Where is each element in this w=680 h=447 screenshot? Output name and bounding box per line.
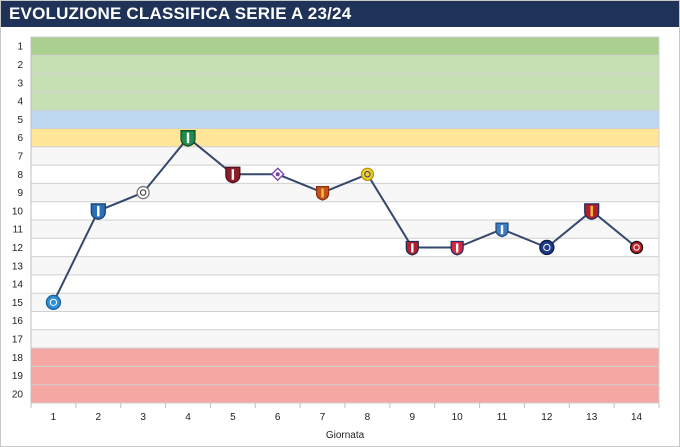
row-stripe — [31, 146, 659, 166]
row-stripe — [31, 256, 659, 275]
x-tick-label: 9 — [410, 412, 416, 423]
napoli-logo — [45, 294, 62, 311]
y-tick-label: 20 — [12, 389, 24, 400]
y-tick-label: 2 — [17, 60, 23, 71]
zone-band — [31, 128, 659, 147]
team-markers — [45, 130, 644, 311]
x-tick-label: 13 — [586, 412, 598, 423]
y-tick-label: 9 — [17, 188, 23, 199]
y-tick-label: 8 — [17, 170, 23, 181]
x-tick-label: 12 — [541, 412, 553, 423]
frosinone-logo — [360, 167, 375, 181]
y-tick-label: 17 — [12, 334, 24, 345]
x-tick-label: 5 — [230, 412, 236, 423]
x-tick-label: 10 — [452, 412, 464, 423]
grid-lines — [30, 36, 660, 408]
y-tick-label: 6 — [17, 133, 23, 144]
atalanta-logo — [90, 203, 106, 220]
roma-logo — [315, 185, 330, 201]
x-tick-label: 8 — [365, 412, 371, 423]
x-tick-label: 2 — [96, 412, 102, 423]
x-tick-label: 1 — [51, 412, 57, 423]
x-tick-labels: 1 2 3 4 5 6 7 8 9 10 11 12 13 14 — [51, 412, 643, 423]
row-stripe — [31, 293, 659, 312]
y-tick-label: 1 — [17, 42, 23, 53]
udinese-logo — [136, 185, 150, 200]
cagliari-logo — [450, 240, 464, 256]
zone-band — [31, 110, 659, 129]
genoa-logo — [584, 203, 600, 220]
y-tick-label: 10 — [12, 206, 24, 217]
y-tick-label: 18 — [12, 353, 24, 364]
y-tick-label: 4 — [17, 97, 23, 108]
y-tick-label: 16 — [12, 316, 24, 327]
row-stripe — [31, 220, 659, 239]
chart-header: EVOLUZIONE CLASSIFICA SERIE A 23/24 — [1, 1, 679, 27]
x-tick-label: 11 — [497, 412, 508, 423]
y-tick-label: 3 — [17, 78, 23, 89]
fiorentina-logo — [270, 167, 285, 182]
y-tick-label: 15 — [12, 298, 24, 309]
milan-logo — [629, 240, 644, 255]
inter-logo — [539, 239, 555, 256]
x-tick-label: 14 — [631, 412, 643, 423]
y-tick-label: 14 — [12, 280, 24, 291]
x-tick-label: 7 — [320, 412, 326, 423]
y-tick-label: 12 — [12, 243, 24, 254]
salernitana-logo — [225, 166, 241, 184]
y-tick-label: 13 — [12, 261, 24, 272]
x-tick-label: 4 — [185, 412, 191, 423]
zone-band — [31, 55, 659, 111]
zone-band — [31, 37, 659, 56]
chart-title: EVOLUZIONE CLASSIFICA SERIE A 23/24 — [9, 4, 352, 23]
y-tick-label: 11 — [13, 225, 24, 236]
y-tick-label: 19 — [12, 371, 24, 382]
y-tick-label: 5 — [17, 115, 23, 126]
x-axis-label: Giornata — [326, 430, 365, 441]
x-tick-label: 3 — [140, 412, 146, 423]
bologna-logo — [405, 240, 419, 256]
x-tick-label: 6 — [275, 412, 281, 423]
empoli-logo — [495, 222, 509, 238]
row-stripe — [31, 183, 659, 202]
zone-band — [31, 348, 659, 403]
series-line — [52, 136, 638, 303]
sassuolo-logo — [180, 130, 196, 147]
row-stripe — [31, 329, 659, 349]
y-tick-label: 7 — [17, 151, 23, 162]
